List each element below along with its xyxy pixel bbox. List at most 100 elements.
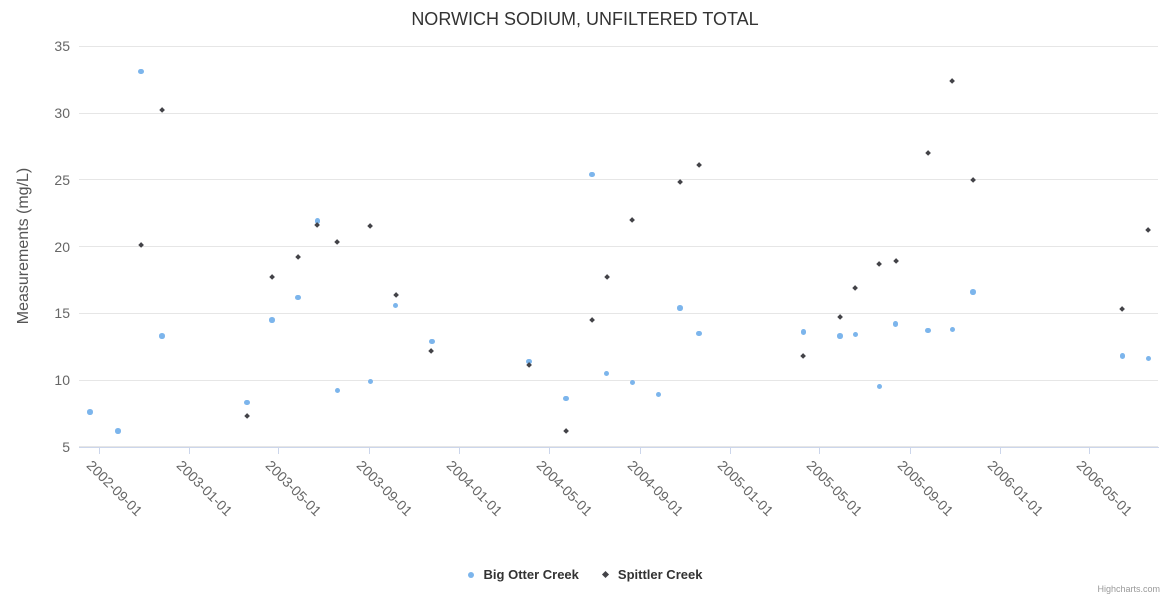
y-axis-tick-label: 20 — [54, 238, 70, 255]
diamond-icon — [601, 570, 609, 579]
data-point-big-otter-creek[interactable] — [970, 289, 976, 295]
x-axis-tick — [1089, 447, 1091, 454]
y-gridline — [79, 246, 1158, 248]
data-point-big-otter-creek[interactable] — [367, 378, 374, 385]
x-axis-tick — [98, 447, 100, 454]
data-point-spittler-creek[interactable] — [876, 260, 882, 267]
x-axis-tick — [369, 447, 371, 454]
data-point-spittler-creek[interactable] — [893, 258, 899, 265]
data-point-spittler-creek[interactable] — [696, 162, 703, 169]
data-point-big-otter-creek[interactable] — [269, 317, 275, 323]
data-point-big-otter-creek[interactable] — [677, 305, 683, 311]
data-point-big-otter-creek[interactable] — [115, 428, 121, 434]
data-point-spittler-creek[interactable] — [244, 413, 250, 420]
data-point-big-otter-creek[interactable] — [334, 387, 341, 394]
data-point-spittler-creek[interactable] — [852, 284, 859, 291]
data-point-spittler-creek[interactable] — [428, 347, 435, 354]
circle-icon — [467, 571, 474, 578]
data-point-spittler-creek[interactable] — [676, 179, 683, 186]
data-point-spittler-creek[interactable] — [562, 427, 569, 434]
legend-item-spittler-creek[interactable]: Spittler Creek — [601, 567, 702, 582]
x-axis-tick — [459, 447, 461, 454]
x-axis-tick — [189, 447, 191, 454]
data-point-big-otter-creek[interactable] — [295, 294, 301, 301]
x-axis-tick-label: 2002-09-01 — [83, 456, 146, 519]
y-axis-tick-label: 5 — [62, 438, 70, 455]
y-gridline — [79, 112, 1158, 114]
y-gridline — [79, 379, 1158, 381]
data-point-spittler-creek[interactable] — [366, 223, 373, 230]
data-point-spittler-creek[interactable] — [924, 150, 931, 157]
data-point-spittler-creek[interactable] — [603, 274, 610, 281]
data-point-big-otter-creek[interactable] — [892, 321, 899, 327]
x-axis-tick — [910, 447, 912, 454]
data-point-big-otter-creek[interactable] — [138, 68, 144, 75]
data-point-big-otter-creek[interactable] — [526, 358, 532, 365]
x-axis-tick-label: 2005-01-01 — [714, 456, 777, 519]
y-axis-tick-label: 30 — [54, 105, 70, 122]
data-point-big-otter-creek[interactable] — [392, 302, 399, 309]
data-point-spittler-creek[interactable] — [1145, 227, 1152, 234]
legend-item-big-otter-creek[interactable]: Big Otter Creek — [467, 567, 579, 582]
y-gridline — [79, 45, 1158, 47]
data-point-big-otter-creek[interactable] — [837, 333, 843, 339]
x-axis-tick — [278, 447, 280, 454]
x-axis-tick — [730, 447, 732, 454]
data-point-spittler-creek[interactable] — [800, 353, 807, 359]
data-point-big-otter-creek[interactable] — [603, 370, 610, 377]
y-axis-tick-label: 35 — [54, 38, 70, 55]
data-point-big-otter-creek[interactable] — [876, 383, 883, 390]
x-axis-tick — [819, 447, 821, 454]
x-axis-tick-label: 2005-09-01 — [894, 456, 957, 519]
data-point-big-otter-creek[interactable] — [429, 338, 435, 345]
x-axis-tick-label: 2004-05-01 — [533, 456, 596, 519]
x-axis-tick-label: 2004-09-01 — [624, 456, 687, 519]
data-point-big-otter-creek[interactable] — [1145, 355, 1152, 362]
data-point-big-otter-creek[interactable] — [563, 395, 569, 402]
x-axis-tick-label: 2006-05-01 — [1073, 456, 1136, 519]
data-point-big-otter-creek[interactable] — [87, 409, 93, 415]
x-axis-tick — [639, 447, 641, 454]
data-point-big-otter-creek[interactable] — [852, 331, 859, 338]
data-point-spittler-creek[interactable] — [269, 274, 276, 281]
y-axis-tick-label: 10 — [54, 372, 70, 389]
data-point-big-otter-creek[interactable] — [655, 391, 662, 398]
data-point-big-otter-creek[interactable] — [1119, 353, 1126, 359]
y-gridline — [79, 312, 1158, 314]
legend-label: Big Otter Creek — [483, 567, 579, 582]
data-point-big-otter-creek[interactable] — [925, 327, 931, 334]
data-point-big-otter-creek[interactable] — [244, 399, 250, 406]
data-point-spittler-creek[interactable] — [525, 362, 532, 369]
x-axis-tick-label: 2005-05-01 — [803, 456, 866, 519]
data-point-spittler-creek[interactable] — [949, 78, 956, 84]
data-point-spittler-creek[interactable] — [836, 314, 843, 321]
legend: Big Otter Creek Spittler Creek — [0, 567, 1170, 582]
data-point-big-otter-creek[interactable] — [800, 329, 807, 335]
data-point-spittler-creek[interactable] — [138, 242, 145, 249]
data-point-spittler-creek[interactable] — [1119, 306, 1126, 313]
data-point-big-otter-creek[interactable] — [949, 326, 955, 333]
x-axis-tick-label: 2003-05-01 — [262, 456, 325, 519]
data-point-spittler-creek[interactable] — [334, 239, 341, 246]
data-point-spittler-creek[interactable] — [295, 254, 302, 261]
highcharts-credits-link[interactable]: Highcharts.com — [1097, 584, 1160, 594]
x-axis-tick — [1000, 447, 1002, 454]
x-axis-tick — [548, 447, 550, 454]
data-point-big-otter-creek[interactable] — [589, 171, 595, 178]
y-axis-tick-label: 15 — [54, 305, 70, 322]
x-axis-tick-label: 2003-09-01 — [353, 456, 416, 519]
x-axis-line — [79, 446, 1159, 448]
y-gridline — [79, 179, 1158, 181]
data-point-spittler-creek[interactable] — [970, 176, 976, 183]
data-point-spittler-creek[interactable] — [392, 291, 399, 298]
data-point-big-otter-creek[interactable] — [696, 330, 702, 337]
data-point-spittler-creek[interactable] — [629, 216, 636, 223]
y-axis-tick-label: 25 — [54, 171, 70, 188]
data-point-big-otter-creek[interactable] — [314, 218, 321, 224]
data-point-big-otter-creek[interactable] — [629, 379, 636, 386]
data-point-big-otter-creek[interactable] — [159, 333, 165, 339]
data-point-spittler-creek[interactable] — [588, 317, 595, 323]
x-axis-tick-label: 2003-01-01 — [173, 456, 236, 519]
